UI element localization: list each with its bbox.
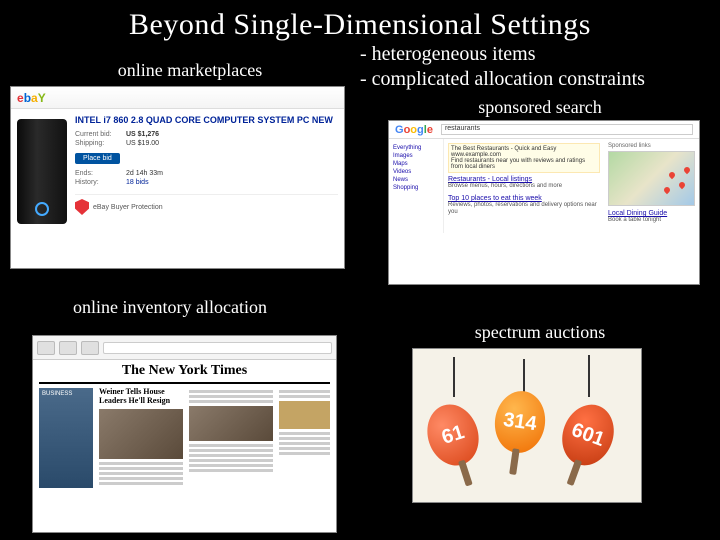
label-sponsored: sponsored search (400, 97, 680, 118)
bid-button: Place bid (75, 153, 120, 164)
listing-details: INTEL i7 860 2.8 QUAD CORE COMPUTER SYST… (75, 115, 338, 224)
headline: Weiner Tells House Leaders He'll Resign (99, 388, 183, 406)
nyt-masthead: The New York Times (39, 360, 330, 384)
screenshot-sponsored: Google restaurants EverythingImagesMapsV… (388, 120, 700, 285)
illustration-spectrum: 61 314 601 (412, 348, 642, 503)
bullet-1: - heterogeneous items (360, 42, 645, 67)
ebay-logo: ebaY (17, 91, 46, 105)
google-header: Google restaurants (389, 121, 699, 139)
antenna-icon (523, 359, 525, 394)
bullet-2: - complicated allocation constraints (360, 67, 645, 92)
auction-paddle-3: 601 (554, 397, 622, 472)
ebay-header: ebaY (11, 87, 344, 109)
google-logo: Google (395, 124, 433, 136)
browser-toolbar (33, 336, 336, 360)
label-marketplace: online marketplaces (40, 60, 340, 81)
antenna-icon (453, 357, 455, 397)
search-box: restaurants (441, 124, 693, 135)
article-photo-2 (189, 406, 273, 441)
auction-paddle-2: 314 (491, 388, 549, 456)
bullet-list: - heterogeneous items - complicated allo… (360, 42, 645, 92)
google-results: The Best Restaurants - Quick and Easy ww… (444, 139, 604, 233)
slide-title: Beyond Single-Dimensional Settings (0, 0, 720, 42)
product-image (17, 119, 67, 224)
label-spectrum: spectrum auctions (420, 322, 660, 343)
shield-icon (75, 199, 89, 215)
antenna-icon (588, 355, 590, 397)
screenshot-inventory: The New York Times BUSINESS Weiner Tells… (32, 335, 337, 533)
nyt-body: BUSINESS Weiner Tells House Leaders He'l… (33, 384, 336, 492)
display-ad-right (279, 401, 330, 429)
label-inventory: online inventory allocation (30, 297, 310, 318)
map-thumbnail (608, 151, 695, 206)
article-photo (99, 409, 183, 459)
listing-title: INTEL i7 860 2.8 QUAD CORE COMPUTER SYST… (75, 115, 338, 125)
auction-paddle-1: 61 (420, 398, 487, 472)
sponsored-result: The Best Restaurants - Quick and Easy ww… (448, 143, 600, 173)
google-sidebar: Sponsored links Local Dining Guide Book … (604, 139, 699, 233)
google-nav: EverythingImagesMapsVideosNewsShopping (389, 139, 444, 233)
display-ad-left: BUSINESS (39, 388, 93, 488)
screenshot-marketplace: ebaY INTEL i7 860 2.8 QUAD CORE COMPUTER… (10, 86, 345, 269)
buyer-protection: eBay Buyer Protection (75, 194, 338, 215)
